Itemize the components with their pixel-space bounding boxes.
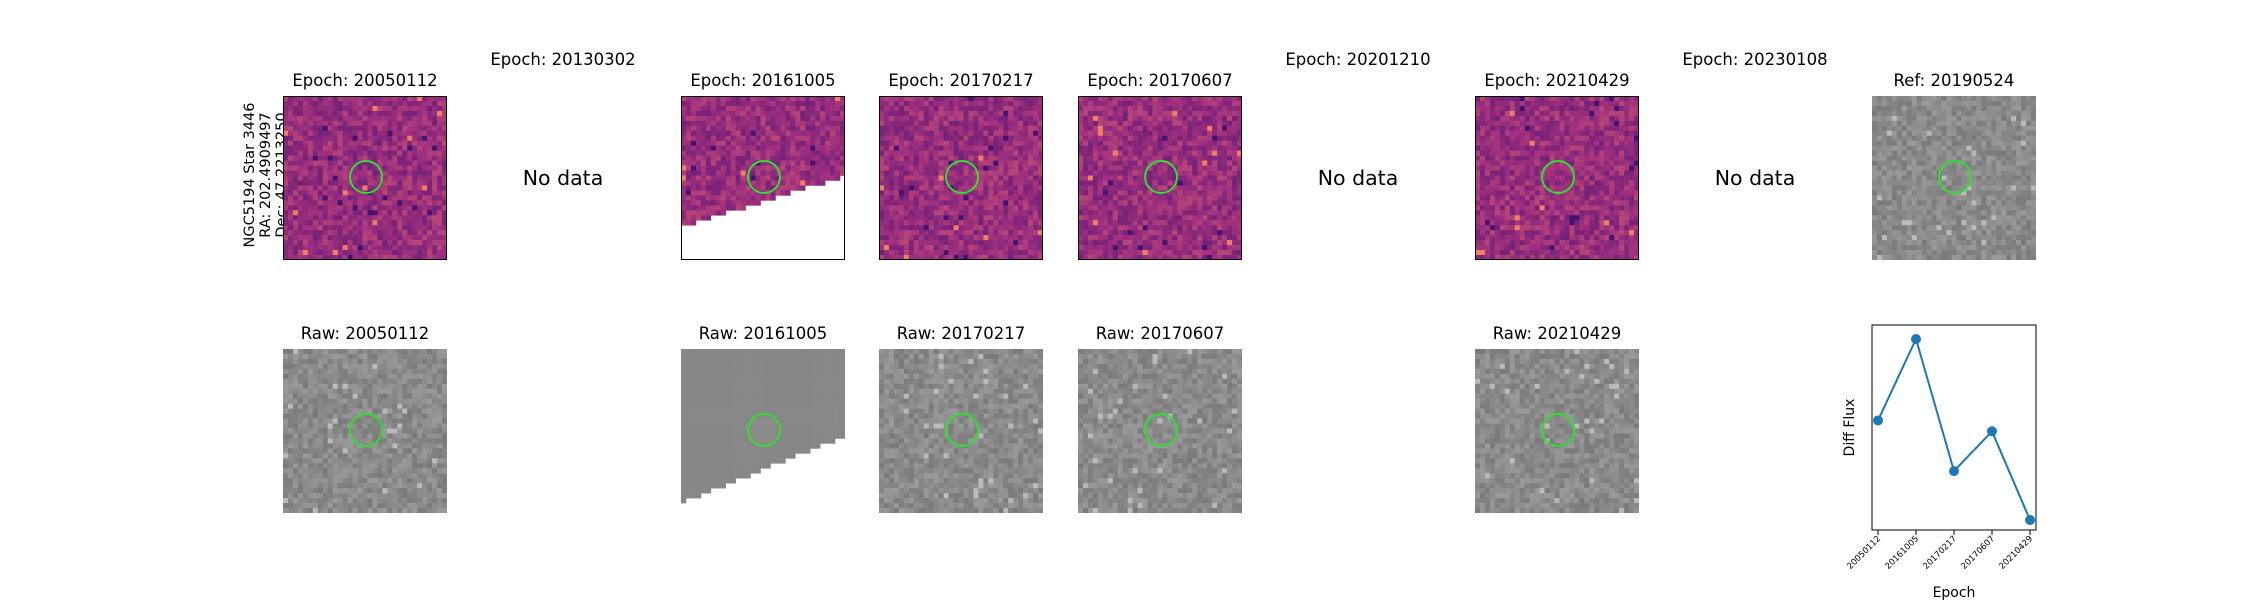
epoch-title-8: Ref: 20190524 — [1844, 71, 2064, 91]
raw-title-3: Raw: 20170217 — [851, 324, 1071, 344]
epoch-image-2 — [681, 96, 845, 260]
raw-image-4 — [1078, 349, 1242, 513]
raw-title-0: Raw: 20050112 — [255, 324, 475, 344]
epoch-image-6 — [1475, 96, 1639, 260]
epoch-image-4 — [1078, 96, 1242, 260]
data-point — [1873, 415, 1883, 425]
x-axis-label: Epoch — [1933, 585, 1976, 601]
data-point — [1949, 466, 1959, 476]
epoch-title-1: Epoch: 20130302 — [453, 50, 673, 70]
raw-image-3 — [879, 349, 1043, 513]
epoch-title-2: Epoch: 20161005 — [653, 71, 873, 91]
raw-image-6 — [1475, 349, 1639, 513]
epoch-image-3 — [879, 96, 1043, 260]
y-axis-label: Diff Flux — [1842, 399, 1858, 457]
data-point — [2025, 515, 2035, 525]
x-tick-label: 20170217 — [1921, 534, 1959, 572]
epoch-title-5: Epoch: 20201210 — [1248, 50, 1468, 70]
raw-title-4: Raw: 20170607 — [1050, 324, 1270, 344]
x-tick-label: 20050112 — [1845, 534, 1883, 572]
epoch-title-7: Epoch: 20230108 — [1645, 50, 1865, 70]
x-tick-label: 20170607 — [1959, 534, 1997, 572]
raw-image-2 — [681, 349, 845, 513]
raw-image-0 — [283, 349, 447, 513]
raw-title-6: Raw: 20210429 — [1447, 324, 1667, 344]
no-data-label: No data — [1248, 166, 1468, 190]
data-point — [1987, 426, 1997, 436]
x-tick-label: 20210429 — [1997, 534, 2035, 572]
x-tick-label: 20161005 — [1883, 534, 1921, 572]
no-data-label: No data — [453, 166, 673, 190]
star-name: NGC5194 Star 3446 — [242, 103, 258, 248]
epoch-title-6: Epoch: 20210429 — [1447, 71, 1667, 91]
plot-frame — [1872, 325, 2036, 530]
epoch-title-3: Epoch: 20170217 — [851, 71, 1071, 91]
epoch-title-0: Epoch: 20050112 — [255, 71, 475, 91]
star-ra: RA: 202.4909497 — [258, 103, 274, 248]
data-point — [1911, 334, 1921, 344]
raw-title-2: Raw: 20161005 — [653, 324, 873, 344]
epoch-image-0 — [283, 96, 447, 260]
epoch-title-4: Epoch: 20170607 — [1050, 71, 1270, 91]
epoch-image-8 — [1872, 96, 2036, 260]
no-data-label: No data — [1645, 166, 1865, 190]
